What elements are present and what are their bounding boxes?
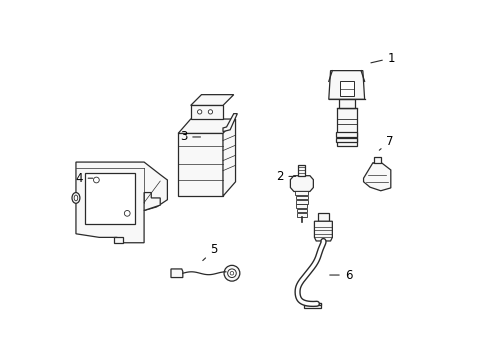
Polygon shape <box>190 95 233 105</box>
FancyBboxPatch shape <box>303 303 320 305</box>
Circle shape <box>208 110 212 114</box>
FancyBboxPatch shape <box>295 196 307 199</box>
FancyBboxPatch shape <box>297 213 306 217</box>
Text: 4: 4 <box>75 172 93 185</box>
Polygon shape <box>290 176 313 192</box>
FancyBboxPatch shape <box>296 200 307 204</box>
Polygon shape <box>336 108 356 146</box>
Polygon shape <box>144 193 160 211</box>
Polygon shape <box>85 173 135 224</box>
FancyBboxPatch shape <box>317 213 328 221</box>
FancyBboxPatch shape <box>296 209 306 212</box>
FancyBboxPatch shape <box>338 99 354 108</box>
Text: 1: 1 <box>370 51 394 64</box>
Circle shape <box>197 110 202 114</box>
Ellipse shape <box>74 195 78 201</box>
Circle shape <box>93 177 99 183</box>
FancyBboxPatch shape <box>335 132 357 137</box>
Circle shape <box>227 269 236 278</box>
Polygon shape <box>314 221 332 241</box>
FancyBboxPatch shape <box>298 165 305 176</box>
FancyBboxPatch shape <box>339 81 353 96</box>
Polygon shape <box>76 162 167 243</box>
Polygon shape <box>190 105 223 119</box>
Text: 6: 6 <box>329 269 351 282</box>
Ellipse shape <box>72 193 80 203</box>
Circle shape <box>124 211 130 216</box>
Text: 5: 5 <box>203 243 217 261</box>
Polygon shape <box>178 119 235 134</box>
Polygon shape <box>328 71 364 99</box>
Polygon shape <box>223 114 237 132</box>
Circle shape <box>224 265 239 281</box>
Polygon shape <box>223 119 235 196</box>
Text: 2: 2 <box>275 170 295 183</box>
Text: 7: 7 <box>379 135 393 150</box>
Polygon shape <box>363 163 390 191</box>
Text: 3: 3 <box>180 130 200 144</box>
Polygon shape <box>178 134 223 196</box>
Polygon shape <box>113 237 122 243</box>
FancyBboxPatch shape <box>295 192 308 195</box>
Polygon shape <box>171 269 183 278</box>
FancyBboxPatch shape <box>303 303 320 309</box>
FancyBboxPatch shape <box>373 157 380 163</box>
FancyBboxPatch shape <box>335 138 357 142</box>
FancyBboxPatch shape <box>296 204 306 208</box>
Circle shape <box>230 271 233 275</box>
